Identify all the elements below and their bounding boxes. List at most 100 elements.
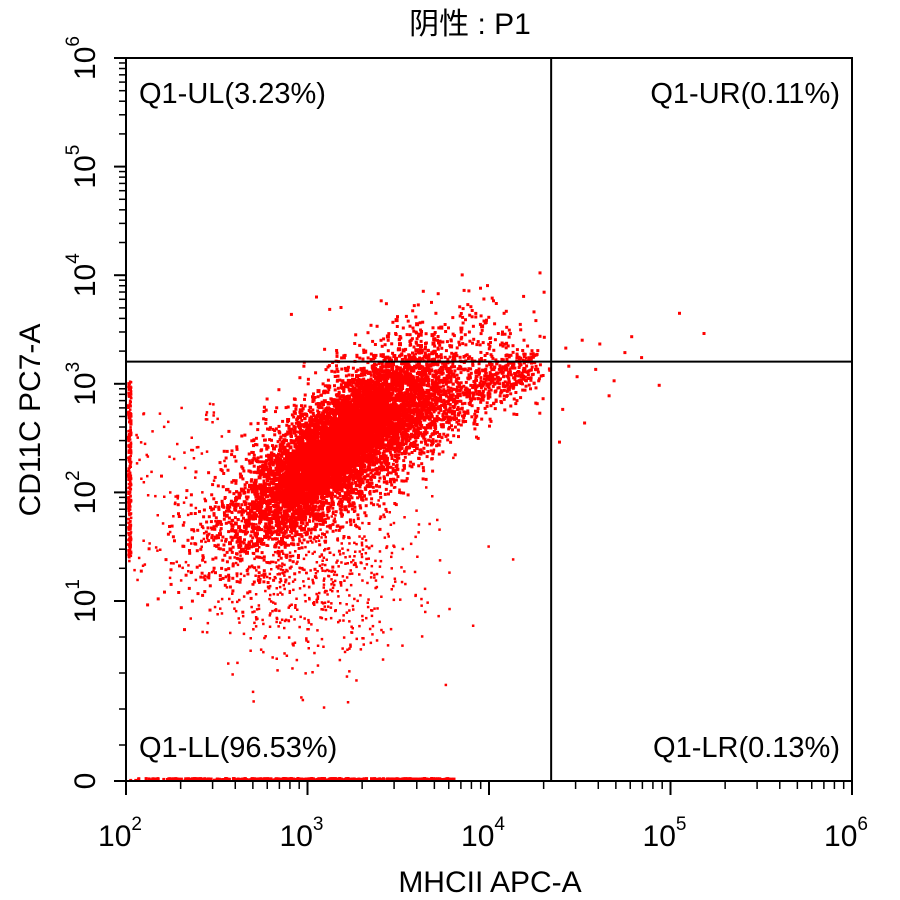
event-point [220,469,224,473]
event-point [223,513,226,517]
event-point [286,534,290,538]
event-point [276,529,280,533]
event-point [453,397,457,401]
event-point [378,438,382,441]
event-point [500,332,504,336]
event-point [364,504,368,508]
event-point [437,354,441,358]
event-point [189,512,193,516]
event-point [433,408,437,412]
event-point [228,585,232,589]
event-point [406,389,410,393]
event-point [190,599,194,603]
event-point [243,483,247,487]
event-point [400,391,404,395]
event-point [481,341,485,345]
event-point [410,465,414,469]
event-point [424,345,427,349]
event-point [490,296,494,300]
event-point [257,575,261,578]
event-point [305,414,309,418]
event-point [181,523,185,527]
event-point [328,485,332,489]
event-point [222,511,226,515]
event-point [452,434,456,438]
event-point [437,452,441,456]
event-point [324,368,328,372]
event-point [374,446,378,450]
event-point [492,299,495,303]
event-point [453,353,457,357]
event-point [299,524,303,528]
event-point [216,543,220,547]
event-point [417,408,421,412]
event-point [292,410,296,414]
event-point [266,479,269,483]
event-point [194,470,198,474]
event-point [267,521,271,525]
event-point [401,435,405,439]
event-point [280,528,284,532]
event-point [379,491,382,495]
event-point [439,353,443,357]
event-point [300,528,304,532]
event-point [391,469,395,473]
event-point [453,410,457,414]
event-point [463,333,467,337]
event-point [395,383,399,387]
event-point [397,456,401,460]
event-point [474,311,478,315]
event-point [372,503,376,507]
event-point [488,424,491,428]
event-point [249,534,253,538]
event-point [271,444,274,448]
event-point [274,524,278,527]
event-point [230,510,234,514]
event-point [349,523,353,527]
event-point [340,356,344,360]
event-point [251,530,255,533]
event-point [471,324,475,328]
event-point [357,484,361,487]
event-point [314,504,318,508]
event-point [277,424,281,428]
event-point [443,401,447,405]
event-point [501,330,504,334]
event-point [438,439,442,443]
event-point [329,397,333,401]
event-point [235,556,239,560]
event-point [249,596,253,600]
event-point [489,353,493,357]
event-point [384,302,388,306]
event-point [405,418,409,422]
event-point [384,363,388,367]
event-point [218,578,222,581]
event-point [349,494,353,498]
event-point [423,347,427,351]
event-point [337,549,341,553]
event-point [411,462,415,466]
event-point [374,452,378,456]
event-point [401,468,405,472]
event-point [402,367,406,371]
event-point [390,483,394,487]
event-point [362,475,366,479]
event-point [435,355,439,359]
event-point [183,628,186,632]
event-point [399,442,403,445]
event-point [411,309,415,313]
event-point [461,315,465,319]
event-point [227,573,231,577]
event-point [237,496,241,500]
event-point [421,477,425,481]
event-point [251,500,254,504]
event-point [418,421,422,425]
event-point [421,396,424,400]
event-point [246,495,250,499]
event-point [406,429,410,433]
event-point [198,510,201,514]
event-point [456,428,460,432]
event-point [220,499,224,503]
event-point [240,513,244,517]
event-point [227,429,231,433]
